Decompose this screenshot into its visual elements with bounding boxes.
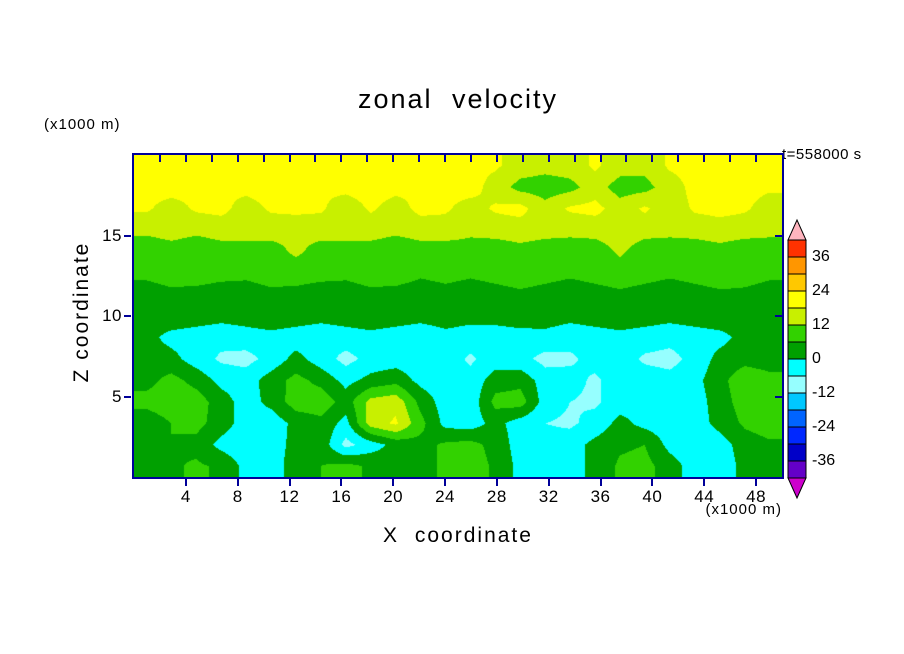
x-top-tick-mark xyxy=(495,155,498,162)
colorbar-label: -36 xyxy=(812,452,836,469)
colorbar-label: 12 xyxy=(812,316,830,333)
x-top-tick-mark xyxy=(340,155,343,162)
x-tick-label: 28 xyxy=(486,487,507,506)
z-axis-unit-label: (x1000 m) xyxy=(44,116,121,133)
x-axis-label: X coordinate xyxy=(383,524,533,547)
x-tick-label: 48 xyxy=(746,487,767,506)
x-top-tick-mark xyxy=(651,155,654,162)
x-top-tick-mark xyxy=(444,155,447,162)
x-tick-label: 16 xyxy=(331,487,352,506)
x-top-tick-mark xyxy=(184,155,187,162)
x-top-tick-mark xyxy=(288,155,291,162)
x-tick-mark xyxy=(703,479,706,486)
colorbar-label: -24 xyxy=(812,418,836,435)
colorbar-label: 24 xyxy=(812,282,830,299)
x-tick-mark xyxy=(495,479,498,486)
time-label: t=558000 s xyxy=(782,146,862,163)
z-tick-label: 10 xyxy=(102,306,122,325)
x-axis-unit-label: (x1000 m) xyxy=(705,501,782,518)
x-top-tick-mark xyxy=(392,155,395,162)
x-tick-mark xyxy=(184,479,187,486)
z-tick-label: 15 xyxy=(102,225,122,245)
x-tick-mark xyxy=(651,479,654,486)
colorbar-segment xyxy=(787,409,807,428)
colorbar xyxy=(787,218,807,500)
plot-frame xyxy=(132,153,784,479)
colorbar-label: 36 xyxy=(812,248,830,265)
x-top-tick-mark xyxy=(314,155,317,162)
x-tick-label: 8 xyxy=(232,487,243,506)
colorbar-segment xyxy=(787,273,807,292)
x-tick-mark xyxy=(236,479,239,486)
x-tick-mark xyxy=(599,479,602,486)
x-top-tick-mark xyxy=(210,155,213,162)
x-top-tick-mark xyxy=(729,155,732,162)
colorbar-label: 0 xyxy=(812,350,821,367)
x-tick-label: 12 xyxy=(279,487,300,506)
z-right-tick-mark xyxy=(775,315,782,317)
colorbar-segment xyxy=(787,256,807,275)
x-top-tick-mark xyxy=(677,155,680,162)
colorbar-segment xyxy=(787,324,807,343)
x-tick-label: 44 xyxy=(694,487,715,506)
z-right-tick-mark xyxy=(775,395,782,398)
colorbar-segment xyxy=(787,358,807,377)
x-tick-label: 20 xyxy=(383,487,404,506)
colorbar-segment xyxy=(787,392,807,411)
x-tick-mark xyxy=(755,479,758,486)
x-top-tick-mark xyxy=(573,155,576,162)
chart-title: zonal velocity xyxy=(357,84,559,114)
x-top-tick-mark xyxy=(521,155,524,162)
x-top-tick-mark xyxy=(158,155,161,162)
colorbar-segment xyxy=(787,443,807,462)
z-tick-mark xyxy=(124,315,131,317)
x-top-tick-mark xyxy=(262,155,265,162)
colorbar-segment xyxy=(787,341,807,360)
colorbar-segment xyxy=(787,460,807,479)
x-tick-label: 32 xyxy=(538,487,559,506)
x-tick-mark xyxy=(547,479,550,486)
x-top-tick-mark xyxy=(625,155,628,162)
z-right-tick-mark xyxy=(775,234,782,237)
colorbar-segment xyxy=(787,375,807,394)
x-tick-mark xyxy=(340,479,343,486)
x-top-tick-mark xyxy=(366,155,369,162)
colorbar-segment xyxy=(787,290,807,309)
colorbar-segment xyxy=(787,239,807,258)
colorbar-label: -12 xyxy=(812,384,836,401)
z-tick-label: 5 xyxy=(112,386,122,406)
x-tick-mark xyxy=(392,479,395,486)
x-tick-label: 4 xyxy=(180,487,191,506)
x-top-tick-mark xyxy=(236,155,239,162)
x-top-tick-mark xyxy=(599,155,602,162)
colorbar-arrow-up xyxy=(787,218,807,241)
x-tick-mark xyxy=(288,479,291,486)
x-tick-label: 36 xyxy=(590,487,611,506)
x-tick-label: 40 xyxy=(642,487,663,506)
colorbar-arrow-down xyxy=(787,477,807,500)
colorbar-segment xyxy=(787,307,807,326)
contour-field-canvas xyxy=(134,155,782,477)
z-tick-mark xyxy=(124,234,131,237)
x-tick-label: 24 xyxy=(435,487,455,506)
x-top-tick-mark xyxy=(469,155,472,162)
x-top-tick-mark xyxy=(418,155,421,162)
x-top-tick-mark xyxy=(547,155,550,162)
x-tick-mark xyxy=(444,479,447,486)
x-top-tick-mark xyxy=(755,155,758,162)
x-top-tick-mark xyxy=(703,155,706,162)
z-tick-mark xyxy=(124,395,131,398)
colorbar-segment xyxy=(787,426,807,445)
